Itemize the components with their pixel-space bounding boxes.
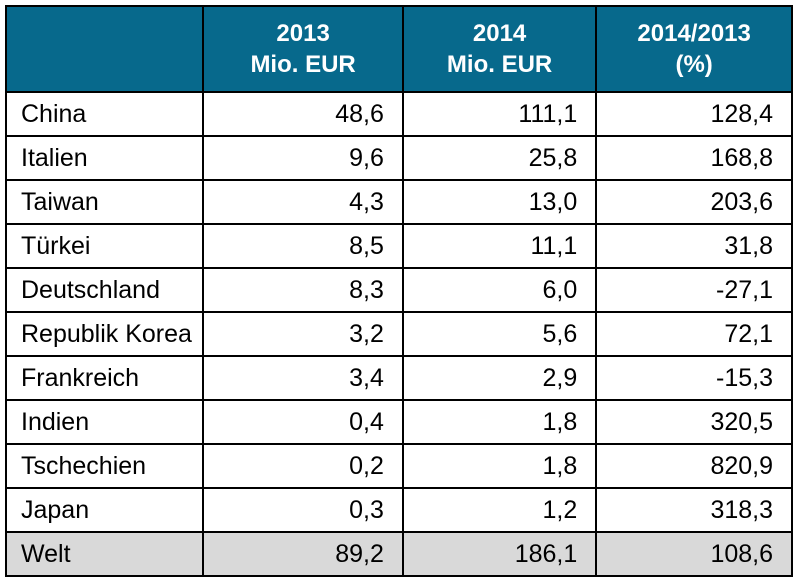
table-row-italien: Italien 9,6 25,8 168,8	[4, 135, 793, 181]
table-row-indien: Indien 0,4 1,8 320,5	[4, 399, 793, 445]
table-row-taiwan: Taiwan 4,3 13,0 203,6	[4, 179, 793, 225]
header-country-column	[4, 5, 205, 93]
header-2014-year: 2014	[472, 19, 527, 47]
value-change: 128,4	[595, 91, 793, 137]
country-label: Italien	[4, 135, 205, 181]
table-row-republik-korea: Republik Korea 3,2 5,6 72,1	[4, 311, 793, 357]
value-change: 820,9	[595, 443, 793, 489]
value-2014: 6,0	[401, 267, 598, 313]
country-label: Republik Korea	[4, 311, 205, 357]
value-2014: 2,9	[401, 355, 598, 401]
value-2014: 13,0	[401, 179, 598, 225]
value-change: 203,6	[595, 179, 793, 225]
country-label: Deutschland	[4, 267, 205, 313]
value-2013: 8,3	[202, 267, 404, 313]
country-values-table-container: 2013 Mio. EUR 2014 Mio. EUR 2014/2013 (%…	[4, 5, 793, 577]
total-value-2013: 89,2	[202, 531, 404, 577]
value-change: -15,3	[595, 355, 793, 401]
value-change: 72,1	[595, 311, 793, 357]
total-value-change: 108,6	[595, 531, 793, 577]
value-2013: 3,2	[202, 311, 404, 357]
table-row-tuerkei: Türkei 8,5 11,1 31,8	[4, 223, 793, 269]
value-2013: 4,3	[202, 179, 404, 225]
header-2013-year: 2013	[276, 19, 330, 47]
header-change-column: 2014/2013 (%)	[595, 5, 793, 93]
total-value-2014: 186,1	[401, 531, 598, 577]
value-2014: 1,8	[401, 443, 598, 489]
value-2014: 1,8	[401, 399, 598, 445]
value-2013: 9,6	[202, 135, 404, 181]
country-label: Taiwan	[4, 179, 205, 225]
header-change-unit: (%)	[675, 51, 713, 78]
table-row-china: China 48,6 111,1 128,4	[4, 91, 793, 137]
value-2013: 3,4	[202, 355, 404, 401]
value-2013: 8,5	[202, 223, 404, 269]
value-2013: 0,2	[202, 443, 404, 489]
country-label: Türkei	[4, 223, 205, 269]
table-row-tschechien: Tschechien 0,2 1,8 820,9	[4, 443, 793, 489]
country-label: Indien	[4, 399, 205, 445]
header-2014-unit: Mio. EUR	[446, 51, 553, 78]
table-row-frankreich: Frankreich 3,4 2,9 -15,3	[4, 355, 793, 401]
value-2014: 5,6	[401, 311, 598, 357]
header-2013-unit: Mio. EUR	[250, 51, 356, 78]
header-2014-column: 2014 Mio. EUR	[401, 5, 598, 93]
header-2013-column: 2013 Mio. EUR	[202, 5, 404, 93]
value-change: -27,1	[595, 267, 793, 313]
value-2014: 111,1	[401, 91, 598, 137]
table-row-japan: Japan 0,3 1,2 318,3	[4, 487, 793, 533]
value-change: 168,8	[595, 135, 793, 181]
table-row-welt-total: Welt 89,2 186,1 108,6	[4, 531, 793, 577]
value-change: 320,5	[595, 399, 793, 445]
value-2014: 25,8	[401, 135, 598, 181]
header-row: 2013 Mio. EUR 2014 Mio. EUR 2014/2013 (%…	[4, 5, 793, 93]
header-change-label: 2014/2013	[637, 19, 751, 47]
total-label: Welt	[4, 531, 205, 577]
table-body: China 48,6 111,1 128,4 Italien 9,6 25,8 …	[4, 91, 793, 577]
table-row-deutschland: Deutschland 8,3 6,0 -27,1	[4, 267, 793, 313]
value-2014: 1,2	[401, 487, 598, 533]
value-2013: 0,4	[202, 399, 404, 445]
country-label: Tschechien	[4, 443, 205, 489]
country-label: Frankreich	[4, 355, 205, 401]
value-2014: 11,1	[401, 223, 598, 269]
value-2013: 48,6	[202, 91, 404, 137]
table-header: 2013 Mio. EUR 2014 Mio. EUR 2014/2013 (%…	[4, 5, 793, 93]
value-change: 31,8	[595, 223, 793, 269]
value-2013: 0,3	[202, 487, 404, 533]
country-label: Japan	[4, 487, 205, 533]
country-label: China	[4, 91, 205, 137]
country-values-table: 2013 Mio. EUR 2014 Mio. EUR 2014/2013 (%…	[4, 5, 793, 577]
value-change: 318,3	[595, 487, 793, 533]
